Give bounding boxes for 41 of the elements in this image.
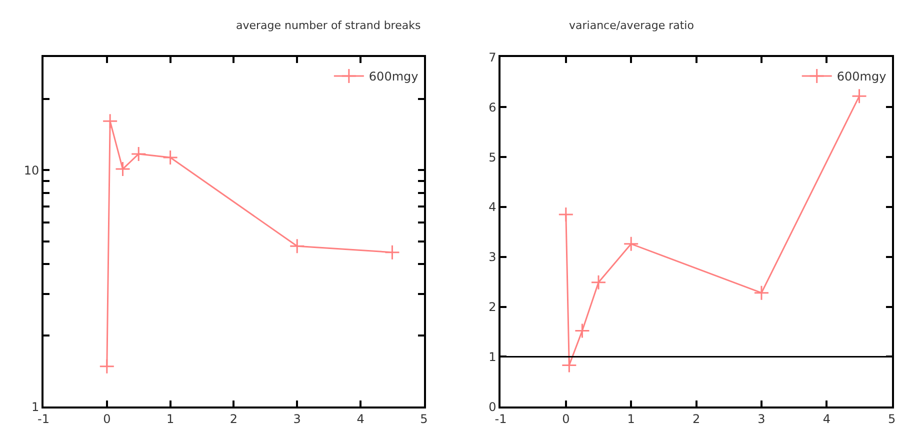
y-tick-label: 10 <box>24 163 40 178</box>
point <box>558 206 574 222</box>
x-tick-label: 1 <box>166 412 174 426</box>
y-tick-label: 3 <box>488 250 496 264</box>
point <box>99 358 115 374</box>
x-tick-label: 2 <box>230 412 238 426</box>
x-tick-label: 3 <box>293 412 301 426</box>
legend-label: 600mgy <box>368 70 418 84</box>
point <box>162 150 178 166</box>
point <box>590 274 606 290</box>
point <box>574 323 590 339</box>
point <box>623 236 639 252</box>
chart-title: average number of strand breaks <box>236 19 421 32</box>
y-tick-label: 6 <box>488 100 496 114</box>
x-tick-label: 5 <box>888 412 896 426</box>
x-tick-label: 4 <box>356 412 364 426</box>
x-tick-label: 2 <box>692 412 700 426</box>
point <box>384 244 400 260</box>
point <box>115 161 131 177</box>
y-tick-label: 5 <box>488 150 496 164</box>
y-tick-label: 0 <box>488 400 496 414</box>
x-tick-label: 1 <box>627 412 635 426</box>
point <box>130 146 146 162</box>
chart-title: variance/average ratio <box>569 19 694 32</box>
x-tick-label: 4 <box>822 412 830 426</box>
point <box>561 357 577 373</box>
x-tick-label: -1 <box>38 412 50 426</box>
x-tick-label: 0 <box>562 412 570 426</box>
point <box>754 285 770 301</box>
y-tick-label: 4 <box>488 200 496 214</box>
point <box>102 113 118 129</box>
point <box>289 238 305 254</box>
x-tick-label: 5 <box>420 412 428 426</box>
x-tick-label: -1 <box>494 412 507 426</box>
y-tick-label: 2 <box>488 300 496 314</box>
y-tick-label: 7 <box>488 50 496 64</box>
x-tick-label: 0 <box>103 412 111 426</box>
point <box>852 88 868 104</box>
legend-label: 600mgy <box>836 70 886 84</box>
y-tick-label: 1 <box>488 350 496 364</box>
x-tick-label: 3 <box>758 412 766 426</box>
